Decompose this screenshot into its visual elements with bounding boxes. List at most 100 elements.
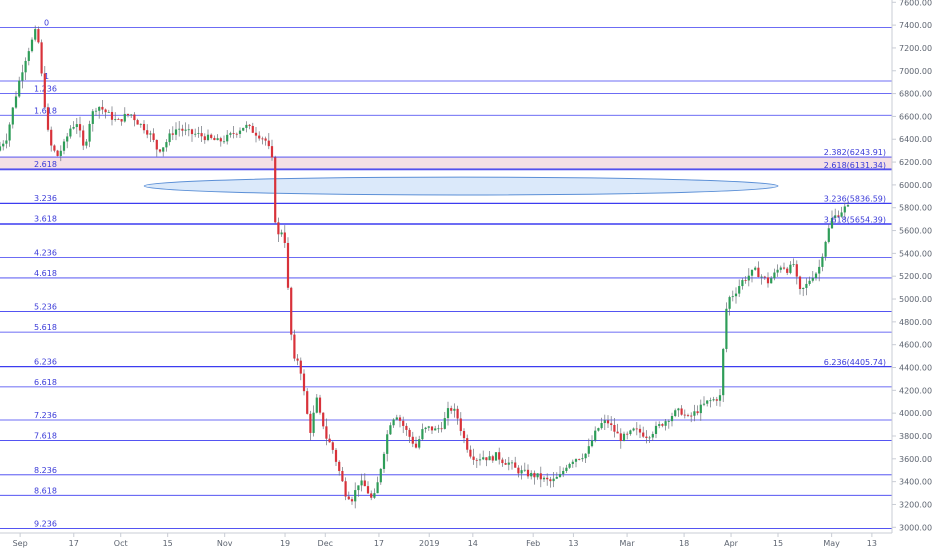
candle-body [741, 280, 744, 287]
fibonacci-levels: 011.2361.6182.6183.2363.6184.2364.6185.2… [0, 18, 892, 529]
candle-body [485, 457, 488, 461]
candle-body [482, 457, 485, 460]
candle-body [696, 411, 699, 414]
candle-body [443, 418, 446, 429]
candle-body [158, 149, 162, 152]
candle-body [130, 114, 133, 116]
candle-body [670, 416, 674, 422]
fib-level-label: 1 [44, 72, 49, 81]
candle-body [434, 428, 437, 431]
candle-body [584, 453, 587, 459]
candle-body [469, 449, 472, 457]
candle-body [530, 472, 533, 477]
fib-level-label: 3.618 [34, 215, 57, 224]
candle-body [21, 72, 24, 81]
candle-body [206, 134, 210, 141]
candle-body [702, 403, 706, 405]
candle-body [427, 426, 430, 428]
candle-body [546, 477, 549, 480]
candle-body [107, 111, 110, 113]
candle-body [642, 432, 645, 437]
candle-body [533, 472, 536, 478]
candle-body [34, 29, 37, 40]
candle-body [402, 420, 405, 426]
candle-body [37, 29, 40, 43]
y-tick-label: 3000.00 [899, 523, 932, 532]
candle-body [190, 129, 194, 135]
x-tick-label: Mar [620, 539, 636, 548]
candle-body [187, 129, 190, 131]
candle-body [277, 222, 280, 235]
candle-body [194, 133, 197, 135]
candle-body [78, 124, 82, 131]
candle-body [475, 459, 478, 461]
candle-body [152, 133, 155, 140]
candle-body [651, 433, 654, 438]
fib-right-label: 3.236(5836.59) [824, 195, 886, 204]
candle-body [50, 129, 53, 146]
candle-body [286, 242, 290, 288]
candle-body [430, 426, 434, 431]
candle-body [754, 267, 757, 270]
candle-body [69, 128, 72, 137]
candle-body [466, 438, 469, 450]
candle-body [219, 138, 222, 142]
x-tick-label: 2019 [419, 539, 439, 548]
candle-body [357, 485, 360, 491]
candle-body [181, 128, 184, 131]
candle-body [437, 428, 440, 430]
candle-body [162, 147, 165, 152]
candle-body [414, 443, 418, 448]
y-tick-label: 6400.00 [899, 135, 932, 144]
candle-body [606, 420, 610, 424]
candle-body [635, 428, 638, 430]
candle-body [798, 276, 802, 289]
candle-body [203, 136, 206, 141]
x-tick-label: 17 [374, 539, 384, 548]
candle-body [251, 125, 254, 133]
fib-right-label: 3.618(5654.39) [824, 215, 886, 224]
candle-body [178, 128, 181, 130]
fib-level-label: 9.236 [34, 519, 57, 528]
candle-body [645, 436, 648, 439]
candle-body [117, 119, 120, 120]
candle-body [75, 124, 78, 128]
y-tick-label: 7600.00 [899, 0, 932, 7]
candle-body [373, 493, 376, 498]
candle-body [738, 286, 741, 294]
x-tick-label: 15 [163, 539, 173, 548]
candle-body [526, 469, 530, 477]
candle-body [341, 470, 344, 482]
candle-body [846, 205, 850, 207]
candle-body [363, 480, 366, 487]
candle-body [270, 146, 274, 158]
fib-level-label: 5.236 [34, 303, 57, 312]
candle-body [507, 462, 510, 465]
candle-body [693, 411, 696, 416]
candle-body [523, 469, 526, 471]
y-tick-label: 3200.00 [899, 500, 932, 509]
candle-body [834, 215, 837, 218]
candle-body [200, 133, 203, 137]
candle-body [328, 438, 331, 443]
candle-body [110, 111, 114, 120]
fib-right-label: 2.382(6243.91) [824, 148, 886, 157]
candle-body [501, 459, 504, 464]
candle-body [40, 42, 43, 74]
candlestick-series [0, 25, 850, 509]
fib-level-label: 7.618 [34, 432, 57, 441]
candle-body [744, 280, 747, 281]
y-tick-label: 5800.00 [899, 204, 932, 213]
y-tick-label: 4600.00 [899, 341, 932, 350]
fib-right-labels: 2.382(6243.91) 2.618(6131.34) 3.236(5836.5… [824, 148, 886, 367]
fib-level-label: 8.618 [34, 486, 57, 495]
candle-body [603, 420, 606, 424]
candle-body [658, 424, 661, 426]
candle-body [760, 276, 763, 278]
candle-body [88, 123, 91, 142]
candle-body [805, 283, 808, 288]
candle-body [53, 145, 56, 151]
candle-body [126, 113, 130, 116]
candle-body [248, 124, 251, 126]
